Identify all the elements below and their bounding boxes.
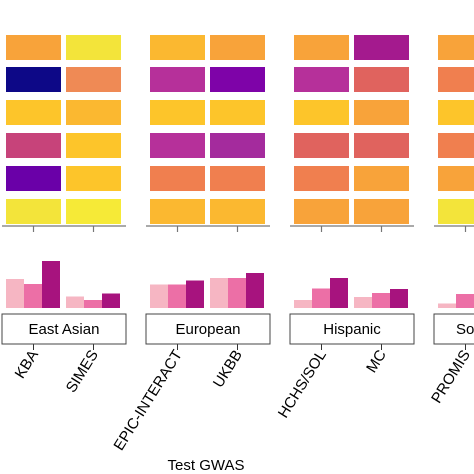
heatmap-cell [294,67,349,92]
heatmap-cell [6,133,61,158]
heatmap-cell [438,35,474,60]
heatmap-cell [150,67,205,92]
group-band [145,313,271,345]
heatmap-cell [150,100,205,125]
heatmap-cell [210,35,265,60]
bar-dark [186,280,204,308]
heatmap-cell [354,199,409,224]
bar-light [294,300,312,308]
heatmap-cell [438,133,474,158]
heatmap-cell [438,199,474,224]
group-band [1,313,127,345]
heatmap-cell [6,35,61,60]
heatmap-cell [66,67,121,92]
heatmap-cell [294,100,349,125]
heatmap-cell [66,133,121,158]
bar-dark [330,278,348,308]
heatmap-cell [294,199,349,224]
bar-light [210,278,228,308]
bar-mid [228,278,246,308]
heatmap-cell [210,100,265,125]
heatmap-cell [294,133,349,158]
heatmap-cell [294,35,349,60]
column-label: HCHS/SOL [275,347,330,421]
column-label: EPIC-INTERACT [111,347,186,454]
heatmap-cell [6,100,61,125]
heatmap-cell [354,166,409,191]
column-label: SIMES [63,347,102,396]
bar-dark [42,261,60,308]
bar-light [6,279,24,308]
heatmap-cell [354,35,409,60]
heatmap-cell [354,100,409,125]
bar-light [150,284,168,308]
heatmap-cell [66,199,121,224]
bar-mid [24,284,42,308]
heatmap-cell [438,166,474,191]
bar-mid [312,288,330,308]
heatmap-cell [210,67,265,92]
heatmap-cell [210,166,265,191]
bar-light [354,297,372,308]
heatmap-cell [354,133,409,158]
bar-light [66,296,84,308]
heatmap-cell [210,199,265,224]
group-label: European [175,321,240,338]
bar-mid [372,293,390,308]
heatmap-cell [150,199,205,224]
heatmap-cell [66,166,121,191]
heatmap-cell [6,199,61,224]
labels-layer: KBA SIMES East Asian EPIC-INTERACT UKBB Europ… [1,313,474,454]
heatmap-cell [354,67,409,92]
heatmap-cell [438,67,474,92]
column-label: KBA [12,347,42,381]
bar-dark [102,293,120,308]
group-label: Hispanic [323,321,381,338]
bar-mid [168,284,186,308]
x-axis-title: Test GWAS [168,457,245,474]
heatmap-cell [150,133,205,158]
heatmap-cell [210,133,265,158]
column-label: PROMIS [428,347,474,406]
bar-mid [84,300,102,308]
group-band [433,313,474,345]
group-band [289,313,415,345]
group-label: South Asian [456,321,474,338]
bar-chart-layer [6,261,474,308]
bar-mid [456,294,474,308]
heatmap-cell [6,166,61,191]
bar-dark [246,273,264,308]
group-label: East Asian [29,321,100,338]
heatmap-layer [2,35,474,232]
bar-light [438,303,456,308]
bar-dark [390,289,408,308]
heatmap-cell [66,35,121,60]
heatmap-cell [438,100,474,125]
heatmap-cell [294,166,349,191]
heatmap-cell [150,35,205,60]
heatmap-cell [6,67,61,92]
heatmap-cell [66,100,121,125]
column-label: UKBB [210,347,246,391]
heatmap-cell [150,166,205,191]
column-label: MC [363,347,390,376]
